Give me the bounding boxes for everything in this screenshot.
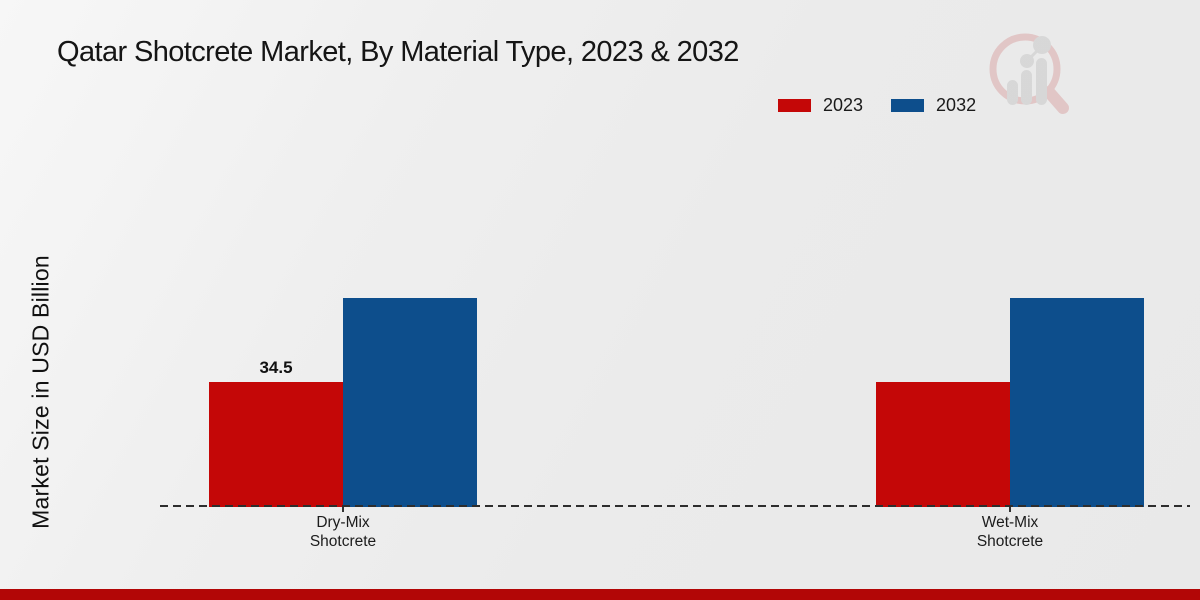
category-label-wet-mix-shotcrete: Wet-Mix Shotcrete	[976, 514, 1044, 550]
legend-swatch-2032	[891, 99, 925, 112]
category-label-dry-mix-shotcrete: Dry-Mix Shotcrete	[309, 514, 377, 550]
bar-value-label: 34.5	[259, 358, 293, 377]
x-axis-tick	[1009, 507, 1011, 512]
legend-item-2032: 2032	[891, 95, 976, 116]
chart-title: Qatar Shotcrete Market, By Material Type…	[57, 36, 739, 68]
bar-2023-wet-mix-shotcrete	[876, 382, 1010, 507]
bar-2032-dry-mix-shotcrete	[343, 298, 477, 507]
legend-swatch-2023	[778, 99, 811, 112]
market-research-magnifier-chart-logo	[989, 33, 1069, 114]
legend-item-2023: 2023	[778, 95, 863, 116]
x-axis-tick	[342, 507, 344, 512]
x-axis-baseline	[160, 505, 1190, 507]
bar-2032-wet-mix-shotcrete	[1010, 298, 1144, 507]
legend-label: 2032	[936, 95, 977, 115]
legend-label: 2023	[823, 95, 864, 115]
footer-accent-strip	[0, 589, 1200, 600]
bar-2023-dry-mix-shotcrete	[209, 382, 343, 507]
legend: 2023 2032	[778, 95, 976, 116]
